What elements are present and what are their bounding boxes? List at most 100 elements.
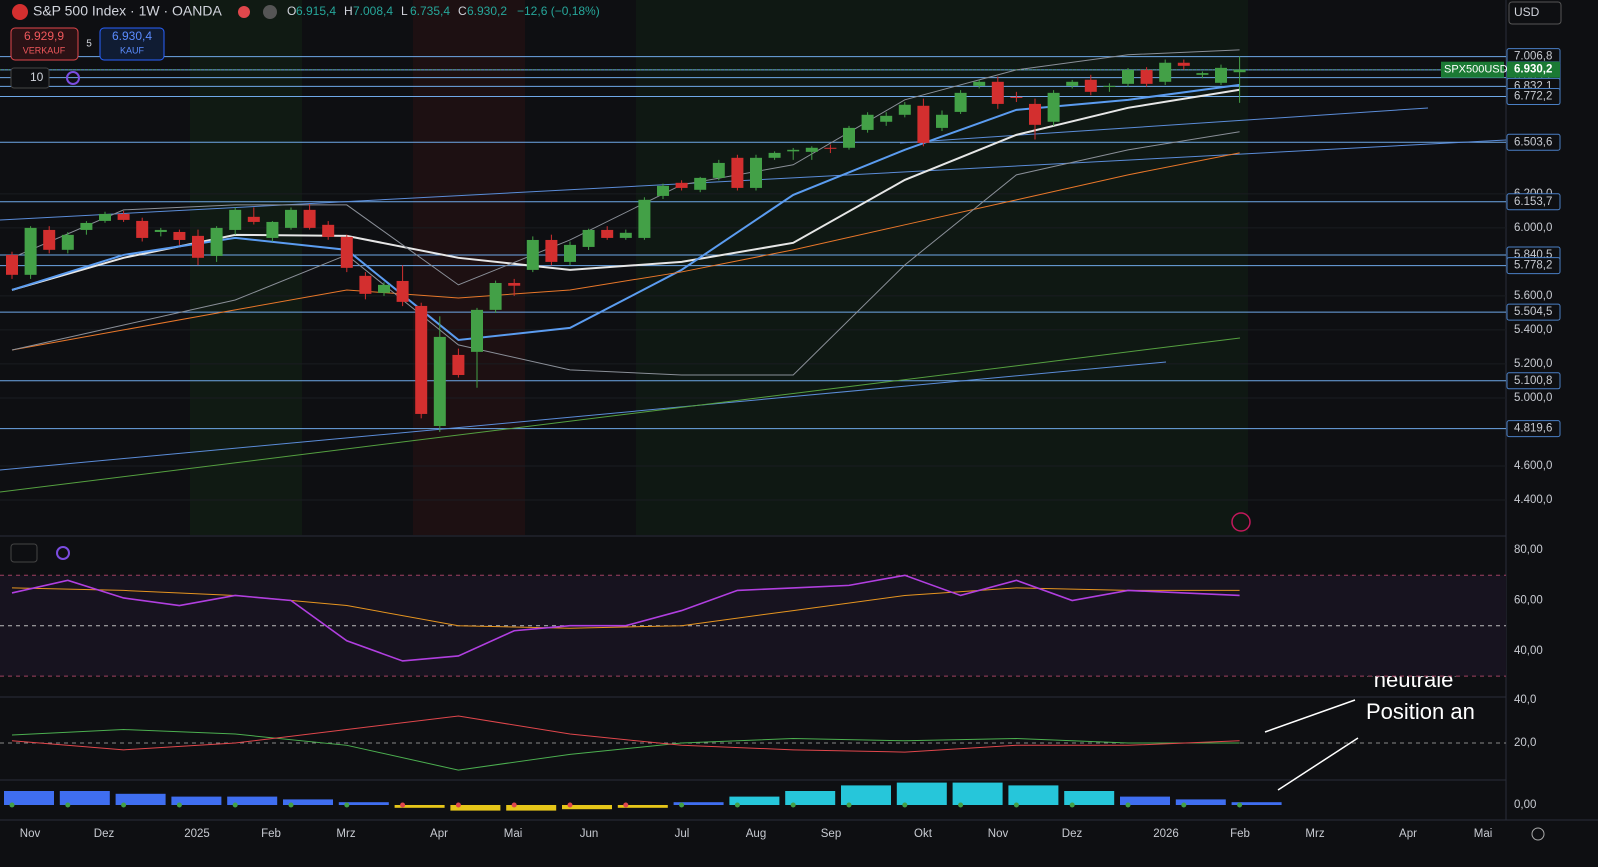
indicator-count: 10: [30, 70, 44, 84]
candle-body: [1215, 67, 1227, 83]
candle-body: [452, 354, 465, 375]
symbol-tag-box: [1441, 61, 1504, 78]
candle-body: [1066, 81, 1079, 86]
status-dot: [238, 6, 250, 18]
histogram-bar: [1231, 802, 1282, 805]
histogram-bar: [283, 799, 333, 805]
candle-body: [378, 284, 390, 293]
level-label: 5.840,5: [1514, 249, 1552, 261]
candle-body: [415, 305, 428, 414]
histogram-bar: [1175, 799, 1226, 805]
x-tick-label: Jun: [580, 828, 599, 840]
candle-body: [750, 157, 762, 188]
candle-body: [787, 149, 800, 152]
level-label: 6.772,2: [1514, 91, 1552, 103]
pane-toggle[interactable]: [10, 543, 38, 563]
candle-body: [1196, 73, 1209, 75]
candle-body: [285, 209, 297, 228]
x-tick-label: Feb: [261, 828, 281, 840]
signal-dot: [1125, 802, 1131, 808]
visibility-toggle[interactable]: [263, 5, 277, 19]
y-tick-label: 4.600,0: [1514, 460, 1552, 472]
y-tick-label: 5.200,0: [1514, 358, 1552, 370]
signal-dot: [232, 802, 238, 808]
candle-body: [1010, 96, 1023, 98]
x-tick-label: Nov: [20, 828, 41, 840]
buy-label: KAUF: [120, 45, 145, 55]
ohlc-key: H: [344, 4, 353, 18]
y-tick-label: 5.600,0: [1514, 290, 1552, 302]
indicator-toggle[interactable]: [10, 67, 50, 89]
candle-body: [898, 104, 911, 115]
signal-dot: [1069, 802, 1075, 808]
indicator-line: [11, 729, 1240, 771]
change: −12,6 (−0,18%): [517, 4, 600, 18]
indicator-line: [11, 715, 1240, 753]
level-label: 7.006,8: [1514, 51, 1552, 63]
sync-icon[interactable]: [66, 71, 80, 85]
candle-body: [545, 239, 558, 262]
currency-select[interactable]: [1508, 1, 1562, 25]
y-tick-label: 20,0: [1514, 737, 1536, 749]
ohlc-value: 6.930,2: [467, 4, 507, 18]
ohlc-value: 6.735,4: [410, 4, 450, 18]
level-label: 4.819,6: [1514, 423, 1552, 435]
candle-body: [526, 239, 539, 270]
candle-body: [880, 115, 893, 122]
candle-body: [991, 81, 1004, 104]
signal-dot: [344, 802, 350, 808]
x-tick-label: Dez: [1062, 828, 1083, 840]
signal-dot: [511, 802, 517, 808]
x-tick-label: Mai: [504, 828, 523, 840]
indicator-line: [11, 587, 1240, 629]
ohlc-key: O: [287, 4, 296, 18]
candle-body: [173, 231, 186, 240]
buy-button[interactable]: [99, 27, 165, 61]
annotation-line: Position an: [1366, 699, 1475, 724]
histogram-bar: [450, 805, 501, 811]
y-tick-label: 6.000,0: [1514, 222, 1552, 234]
candle-body: [396, 280, 409, 302]
level-label-box: [1506, 372, 1561, 390]
candle-body: [1103, 85, 1116, 87]
trend-line: [0, 337, 1241, 493]
candle-body: [80, 222, 93, 230]
current-price: 6.930,2: [1514, 64, 1552, 76]
histogram-bar: [1008, 785, 1059, 805]
candle-body: [192, 235, 204, 258]
histogram-bar: [506, 805, 557, 811]
level-label: 5.504,5: [1514, 306, 1552, 318]
histogram-bar: [1120, 796, 1170, 805]
indicator-line: [11, 49, 1240, 286]
level-label-box: [1506, 133, 1561, 151]
x-tick-label: Mrz: [1305, 828, 1324, 840]
candle-body: [768, 152, 781, 158]
candle-body: [99, 213, 111, 221]
indicator-line: [11, 574, 1240, 662]
signal-dot: [902, 802, 908, 808]
signal-dot: [288, 802, 294, 808]
current-price-box: [1507, 61, 1560, 78]
sell-button[interactable]: [10, 27, 79, 61]
symbol-title: S&P 500 Index · 1W · OANDA: [33, 3, 222, 19]
histogram-bar: [841, 785, 891, 805]
buy-price: 6.930,4: [112, 29, 152, 43]
settings-icon[interactable]: [1531, 827, 1545, 841]
candle-body: [564, 244, 576, 262]
arrow: [1264, 699, 1356, 733]
candle-body: [229, 209, 242, 230]
candle-body: [1177, 62, 1190, 66]
candle-body: [154, 229, 167, 232]
level-label-box: [1506, 88, 1561, 106]
trend-line: [0, 361, 1167, 471]
candle-body: [433, 336, 446, 427]
signal-dot: [9, 802, 15, 808]
candle-body: [973, 81, 986, 86]
candle-body: [1122, 69, 1134, 84]
candle-body: [954, 92, 967, 112]
y-tick-label: 80,00: [1514, 544, 1543, 556]
sell-price: 6.929,9: [24, 29, 64, 43]
sync-icon[interactable]: [56, 546, 70, 560]
signal-dot: [734, 802, 740, 808]
alert-icon[interactable]: [1231, 512, 1251, 532]
